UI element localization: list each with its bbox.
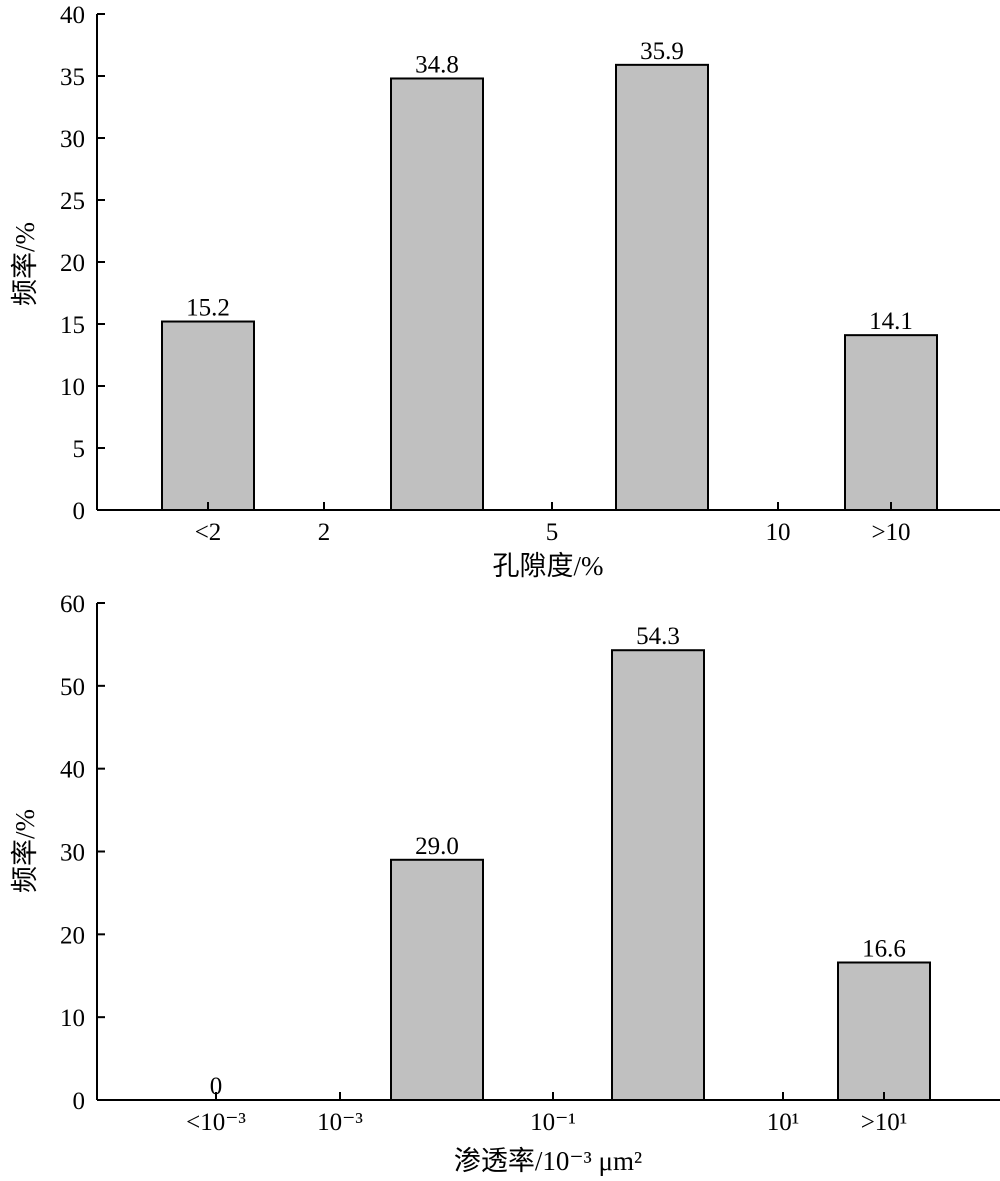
bar-value-label: 34.8: [415, 51, 459, 78]
y-axis-title: 频率/%: [10, 809, 40, 893]
y-tick-label: 0: [73, 1088, 86, 1115]
bar: [611, 649, 705, 1102]
bar: [390, 858, 484, 1101]
y-tick-label: 30: [60, 840, 85, 867]
bar-value-label: 0: [210, 1073, 223, 1100]
x-tick-label: 5: [546, 519, 559, 546]
bar: [844, 334, 938, 511]
x-axis-title: 渗透率/10⁻³ μm²: [454, 1146, 642, 1176]
x-tick-label: <2: [195, 519, 222, 546]
y-tick-label: 50: [60, 674, 85, 701]
bar-value-label: 15.2: [186, 295, 230, 322]
y-tick-label: 10: [60, 374, 85, 401]
y-tick-label: 20: [60, 922, 85, 949]
permeability-chart: 0 29.0 54.3 16.6 0 10 20 30 40 50 60 <10⁻³ 10⁻³ 10⁻¹ 1…: [10, 591, 1000, 1176]
x-tick-label: 10¹: [767, 1109, 800, 1136]
y-tick-label: 40: [60, 757, 85, 784]
bar-value-label: 35.9: [640, 38, 684, 65]
y-tick-label: 15: [60, 312, 85, 339]
y-axis-title: 频率/%: [10, 222, 40, 306]
y-tick-label: 40: [60, 2, 85, 29]
bar-value-label: 16.6: [862, 935, 906, 962]
bar: [390, 77, 484, 511]
y-tick-label: 25: [60, 188, 85, 215]
bar: [161, 320, 255, 511]
x-tick-label: >10: [871, 519, 910, 546]
x-tick-label: <10⁻³: [186, 1109, 246, 1136]
x-tick-label: 10⁻¹: [530, 1109, 576, 1136]
y-tick-label: 60: [60, 591, 85, 618]
x-tick-label: 2: [318, 519, 331, 546]
bar-value-label: 14.1: [869, 308, 913, 335]
bar: [837, 961, 931, 1101]
y-tick-label: 5: [73, 436, 86, 463]
bar: [615, 63, 709, 511]
y-tick-label: 20: [60, 250, 85, 277]
x-tick-label: 10: [766, 519, 791, 546]
bar-value-label: 29.0: [415, 833, 459, 860]
x-axis-title: 孔隙度/%: [493, 551, 604, 581]
y-tick-label: 10: [60, 1005, 85, 1032]
x-tick-label: 10⁻³: [317, 1109, 363, 1136]
y-tick-label: 30: [60, 126, 85, 153]
x-tick-label: >10¹: [861, 1109, 908, 1136]
y-tick-label: 35: [60, 64, 85, 91]
y-tick-label: 0: [73, 498, 86, 525]
bar-value-label: 54.3: [636, 623, 680, 650]
